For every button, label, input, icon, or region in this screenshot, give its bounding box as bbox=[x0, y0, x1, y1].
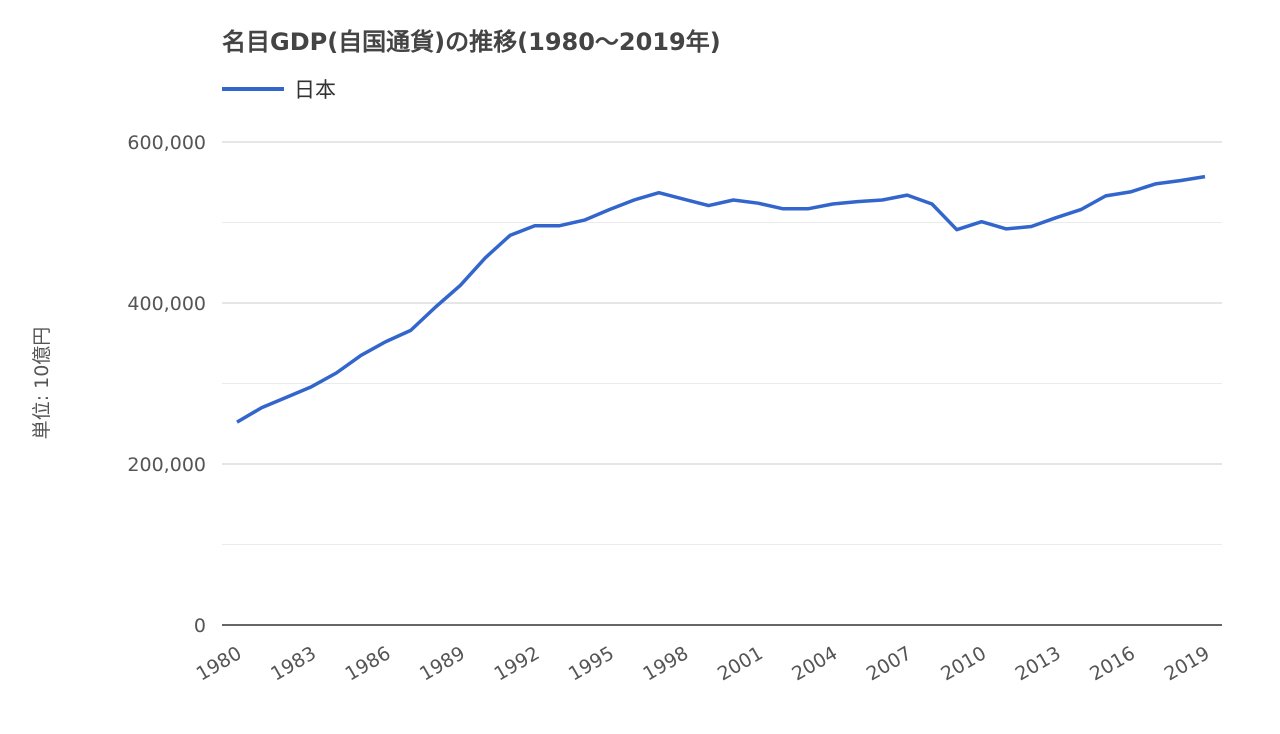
y-tick-label: 200,000 bbox=[127, 454, 206, 476]
y-tick-label: 600,000 bbox=[127, 132, 206, 154]
chart-title: 名目GDP(自国通貨)の推移(1980～2019年) bbox=[222, 28, 721, 56]
x-tick-label: 2004 bbox=[788, 642, 841, 685]
x-tick-label: 2019 bbox=[1161, 642, 1214, 685]
x-tick-label: 1983 bbox=[267, 642, 320, 685]
legend-swatch bbox=[222, 87, 284, 91]
x-tick-label: 2010 bbox=[937, 642, 990, 685]
y-axis-label: 単位: 10億円 bbox=[31, 327, 53, 440]
y-tick-label: 0 bbox=[194, 615, 206, 637]
x-tick-label: 1995 bbox=[565, 642, 618, 685]
x-tick-label: 1986 bbox=[342, 642, 395, 685]
y-tick-label: 400,000 bbox=[127, 293, 206, 315]
x-tick-label: 1980 bbox=[193, 642, 246, 685]
x-tick-label: 1989 bbox=[416, 642, 469, 685]
x-tick-label: 1992 bbox=[490, 642, 543, 685]
x-tick-label: 1998 bbox=[639, 642, 692, 685]
legend: 日本 bbox=[222, 74, 336, 104]
series-line-japan bbox=[236, 174, 1206, 424]
x-tick-label: 2007 bbox=[863, 642, 916, 685]
x-tick-label: 2001 bbox=[714, 642, 767, 685]
x-tick-label: 2016 bbox=[1086, 642, 1139, 685]
legend-label: 日本 bbox=[294, 78, 336, 102]
x-tick-label: 2013 bbox=[1012, 642, 1065, 685]
